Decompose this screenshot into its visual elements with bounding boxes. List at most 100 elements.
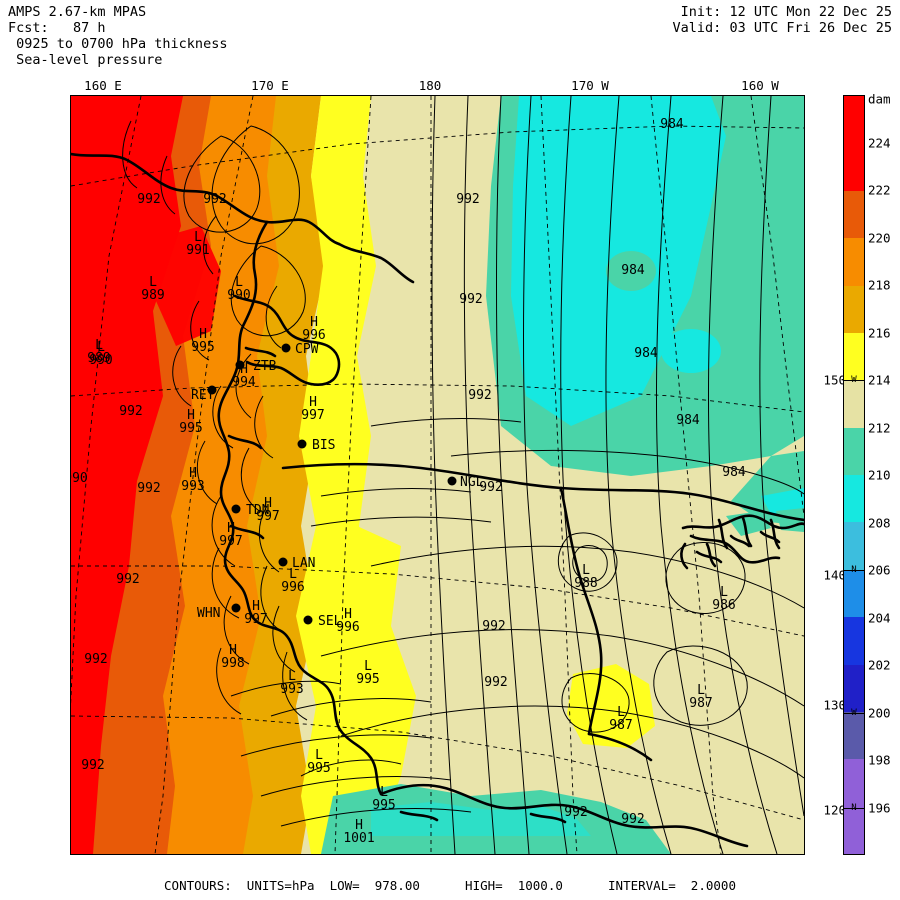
pressure-center-label: L 993 [280, 669, 304, 697]
colorbar-band [844, 285, 864, 333]
pressure-center-label: L 990 [89, 340, 113, 368]
contour-value-label: 992 [116, 572, 140, 587]
contour-value-label: 992 [456, 192, 480, 207]
colorbar-band [844, 332, 864, 381]
colorbar-tick-label: 212 [868, 420, 891, 435]
colorbar-tick-label: 198 [868, 752, 891, 768]
contour-value-label: 992 [81, 758, 105, 773]
colorbar-band [844, 664, 864, 712]
footer-caption: CONTOURS: UNITS=hPa LOW= 978.00 HIGH= 10… [164, 878, 736, 893]
pressure-center-label: L 991 [186, 230, 210, 258]
longitude-axis: 160 E 170 E 180 170 W 160 W [70, 78, 805, 93]
colorbar-tick-line [843, 807, 865, 809]
colorbar-band [844, 569, 864, 618]
colorbar-tick-label: 214 [868, 372, 891, 388]
colorbar [843, 95, 865, 855]
contour-value-label: 984 [621, 263, 645, 278]
pressure-center-label: L 988 [574, 563, 598, 591]
contour-value-label: 984 [722, 465, 746, 480]
colorbar-tick-label: 200 [868, 705, 891, 720]
colorbar-tick-label: 196 [868, 800, 891, 815]
pressure-center-label: L 996 [281, 567, 305, 595]
map-graphic [71, 96, 804, 854]
lat-tick-label: 130 [823, 697, 846, 713]
colorbar-tick-label: 210 [868, 467, 891, 483]
colorbar-units-label: dam [868, 91, 891, 107]
station-label: BIS [312, 438, 336, 453]
pressure-center-label: H 1001 [343, 818, 375, 846]
lon-tick-label: 180 [418, 78, 442, 93]
map-plot-area[interactable]: L 989 L 991 L 990 L 989 L 990 H 995 H 996 H 994… [70, 95, 805, 855]
pressure-center-label: L 987 [609, 705, 633, 733]
lon-tick-label: 160 E [84, 78, 122, 93]
pressure-center-label: H 997 [256, 496, 280, 524]
pressure-center-label: L 995 [372, 785, 396, 813]
station-marker[interactable] [303, 615, 313, 625]
station-marker[interactable] [231, 603, 241, 613]
contour-value-label: 992 [137, 481, 161, 496]
pressure-center-label: L 995 [307, 748, 331, 776]
colorbar-band [844, 617, 864, 665]
contour-value-label: 992 [484, 675, 508, 690]
station-label: WHN [197, 606, 221, 621]
pressure-center-label: L 995 [356, 659, 380, 687]
colorbar-band [844, 238, 864, 286]
station-label: SEL [318, 614, 342, 629]
pressure-center-label: H 995 [179, 408, 203, 436]
contour-value-label: 992 [468, 388, 492, 403]
pressure-center-label: H 995 [191, 327, 215, 355]
colorbar-band [844, 380, 864, 428]
colorbar-tick-label: 202 [868, 657, 891, 673]
lon-tick-label: 160 W [741, 78, 779, 93]
contour-value-label: 992 [482, 619, 506, 634]
colorbar-tick-label: 216 [868, 325, 891, 340]
contour-value-label: 990 [71, 471, 88, 486]
colorbar-tick-label: 208 [868, 515, 891, 530]
contour-value-label: 992 [459, 292, 483, 307]
station-marker[interactable] [278, 557, 288, 567]
pressure-center-label: H 997 [301, 395, 325, 423]
colorbar-tick-label: 224 [868, 135, 891, 150]
station-marker[interactable] [207, 385, 217, 395]
colorbar-band [844, 475, 864, 523]
lat-tick-label: 120 [823, 802, 846, 818]
station-label: TDN [246, 503, 270, 518]
contour-value-label: 992 [564, 805, 588, 820]
pressure-center-label: H 997 [244, 599, 268, 627]
colorbar-band [844, 711, 864, 760]
pressure-center-label: L 989 [141, 275, 165, 303]
latitude-axis: 150W140N130W120W [806, 95, 860, 855]
station-marker[interactable] [231, 504, 241, 514]
contour-value-label: 992 [203, 192, 227, 207]
contour-value-label: 992 [621, 812, 645, 827]
lon-tick-label: 170 W [571, 78, 609, 93]
pressure-center-label: L 989 [87, 338, 111, 366]
station-marker[interactable] [447, 476, 457, 486]
colorbar-band [844, 806, 864, 854]
contour-value-label: 992 [479, 480, 503, 495]
header-right-text: Init: 12 UTC Mon 22 Dec 25 Valid: 03 UTC… [672, 4, 892, 36]
colorbar-band [844, 143, 864, 191]
pressure-center-label: H 996 [336, 607, 360, 635]
header-left-text: AMPS 2.67-km MPAS Fcst: 87 h 0925 to 070… [8, 4, 228, 68]
station-label: NGL [460, 475, 484, 490]
station-marker[interactable] [297, 439, 307, 449]
contour-value-label: 992 [137, 192, 161, 207]
colorbar-tick-label: 222 [868, 182, 891, 198]
station-marker[interactable] [281, 343, 291, 353]
colorbar-tick-label: 220 [868, 230, 891, 245]
pressure-center-label: H 998 [221, 643, 245, 671]
station-label: REY [191, 388, 215, 403]
pressure-center-label: L 990 [227, 275, 251, 303]
colorbar-tick-line [843, 712, 865, 714]
station-marker[interactable] [235, 360, 245, 370]
contour-value-label: 992 [119, 404, 143, 419]
colorbar-tick-label: 218 [868, 277, 891, 293]
contour-value-label: 984 [660, 117, 684, 132]
pressure-center-label: H 996 [302, 315, 326, 343]
pressure-center-label: H 994 [232, 362, 256, 390]
colorbar-tick-line [843, 570, 865, 571]
colorbar-tick-line [843, 380, 865, 381]
lon-tick-label: 170 E [251, 78, 289, 93]
station-label: ZTB [253, 359, 277, 374]
